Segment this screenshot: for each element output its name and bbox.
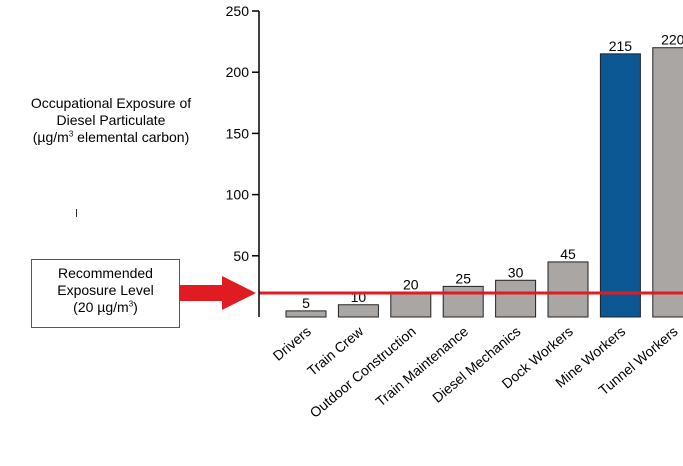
y-tick-label: 150 xyxy=(226,125,250,141)
y-tick-label: 250 xyxy=(226,3,250,19)
x-tick-label: Train Maintenance xyxy=(372,323,471,410)
reference-label-unit-superscript: 3 xyxy=(128,299,134,309)
y-tick-label: 100 xyxy=(226,187,250,203)
y-axis: 50 100 150 200 250 xyxy=(226,3,260,317)
reference-arrow-icon xyxy=(180,276,256,310)
value-label: 10 xyxy=(351,289,367,305)
value-label: 215 xyxy=(609,38,633,54)
bar xyxy=(390,292,432,318)
reference-label-box: Recommended Exposure Level (20 µg/m3) xyxy=(31,259,180,328)
value-label: 45 xyxy=(560,246,576,262)
reference-label-line-2: Exposure Level xyxy=(57,282,154,298)
value-label: 20 xyxy=(403,277,419,293)
y-axis-unit-superscript: 3 xyxy=(68,129,74,139)
y-axis-unit-prefix: (µg/m xyxy=(32,129,69,145)
stray-tick-mark xyxy=(76,209,77,217)
reference-label-unit-prefix: (20 µg/m xyxy=(73,299,129,315)
y-axis-title: Occupational Exposure of Diesel Particul… xyxy=(0,95,222,146)
reference-label-unit-suffix: ) xyxy=(133,299,138,315)
reference-label-line-1: Recommended xyxy=(58,265,153,281)
value-label: 30 xyxy=(508,264,524,280)
value-label: 220 xyxy=(661,32,683,48)
bar xyxy=(337,304,379,318)
bars-group xyxy=(285,47,683,318)
bar xyxy=(599,53,641,318)
y-axis-title-line-1: Occupational Exposure of xyxy=(30,95,192,111)
y-tick-label: 200 xyxy=(226,64,250,80)
x-tick-label: Drivers xyxy=(270,323,314,364)
reference-line-group xyxy=(180,276,683,310)
bar xyxy=(495,279,537,318)
bar xyxy=(285,310,327,318)
x-tick-label: Diesel Mechanics xyxy=(429,323,523,406)
y-axis-title-line-2: Diesel Particulate xyxy=(56,112,166,128)
bar xyxy=(652,47,683,318)
reference-label-line-3: (20 µg/m3) xyxy=(32,299,179,316)
value-label: 5 xyxy=(302,295,310,311)
bar xyxy=(442,285,484,318)
y-axis-unit-suffix: elemental carbon) xyxy=(73,129,190,145)
y-tick-label: 50 xyxy=(233,248,249,264)
bar xyxy=(547,261,589,318)
y-axis-title-line-3: (µg/m3 elemental carbon) xyxy=(0,129,222,146)
value-label: 25 xyxy=(455,270,471,286)
